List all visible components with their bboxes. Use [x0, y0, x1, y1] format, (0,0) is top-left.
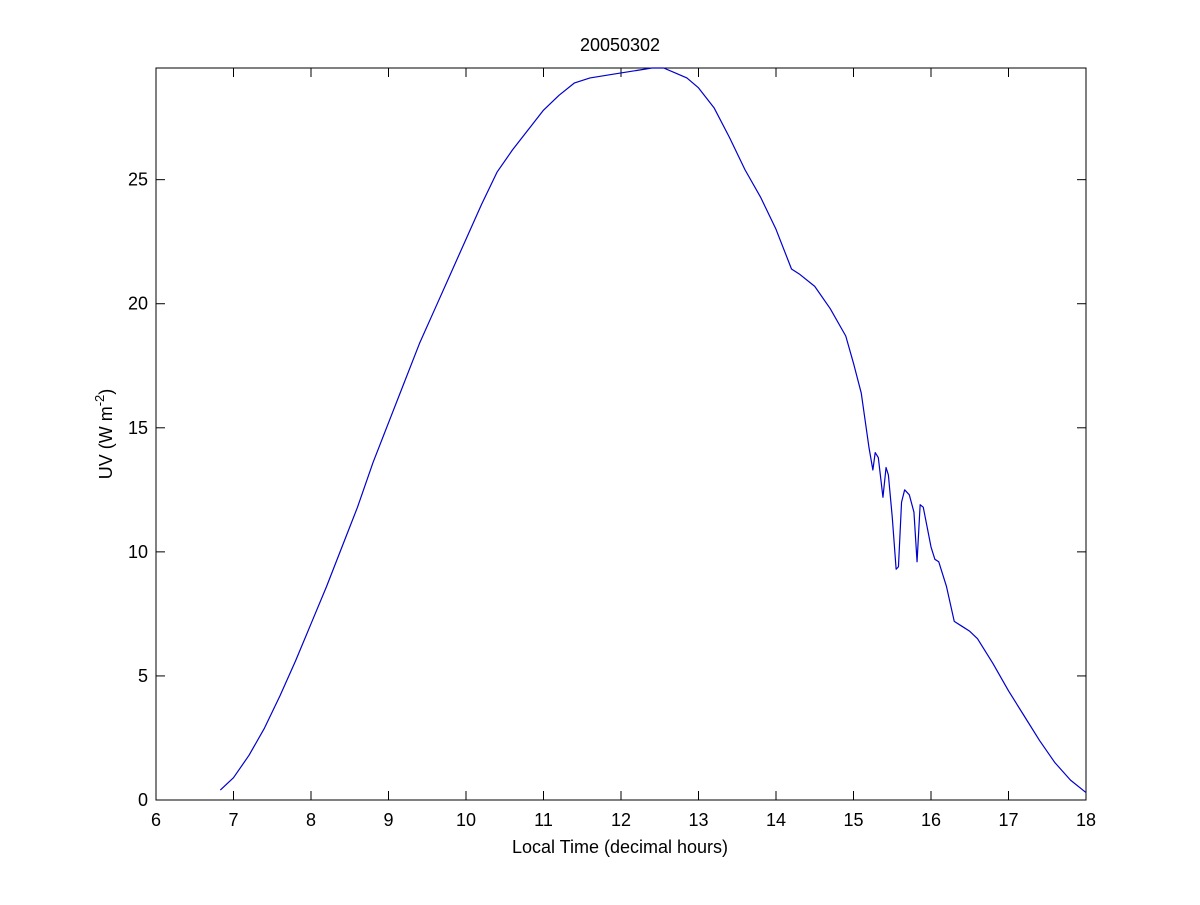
- x-tick-label: 8: [306, 810, 316, 830]
- plot-area: 6 7 8 9 10 11 12 13 14 15 16 17 18 0 5 10 15 20 25: [128, 67, 1096, 830]
- x-tick-label: 7: [228, 810, 238, 830]
- y-tick-label: 5: [138, 666, 148, 686]
- x-axis-title: Local Time (decimal hours): [512, 837, 728, 857]
- uv-series-line: [219, 67, 1087, 794]
- x-tick-label: 9: [383, 810, 393, 830]
- y-tick-label: 15: [128, 418, 148, 438]
- x-tick-label: 18: [1076, 810, 1096, 830]
- x-tick-label: 13: [688, 810, 708, 830]
- x-tick-label: 16: [921, 810, 941, 830]
- y-axis-ticks: 0 5 10 15 20 25: [128, 170, 1086, 810]
- x-tick-label: 11: [534, 810, 553, 830]
- axes-frame: [155, 67, 1087, 801]
- chart-title: 20050302: [580, 35, 660, 55]
- x-tick-label: 12: [611, 810, 631, 830]
- x-axis-ticks: 6 7 8 9 10 11 12 13 14 15 16 17 18: [151, 68, 1096, 830]
- x-tick-label: 17: [998, 810, 1018, 830]
- x-tick-label: 15: [843, 810, 863, 830]
- x-tick-label: 10: [456, 810, 476, 830]
- y-tick-label: 20: [128, 294, 148, 314]
- x-tick-label: 6: [151, 810, 161, 830]
- y-axis-title-main: UV (W m: [96, 406, 116, 479]
- y-axis-title: UV (W m-2): [92, 389, 116, 480]
- y-axis-title-exponent: -2: [92, 395, 107, 407]
- x-tick-label: 14: [766, 810, 786, 830]
- y-tick-label: 0: [138, 790, 148, 810]
- y-tick-label: 10: [128, 542, 148, 562]
- y-axis-title-close: ): [96, 389, 116, 395]
- y-tick-label: 25: [128, 170, 148, 190]
